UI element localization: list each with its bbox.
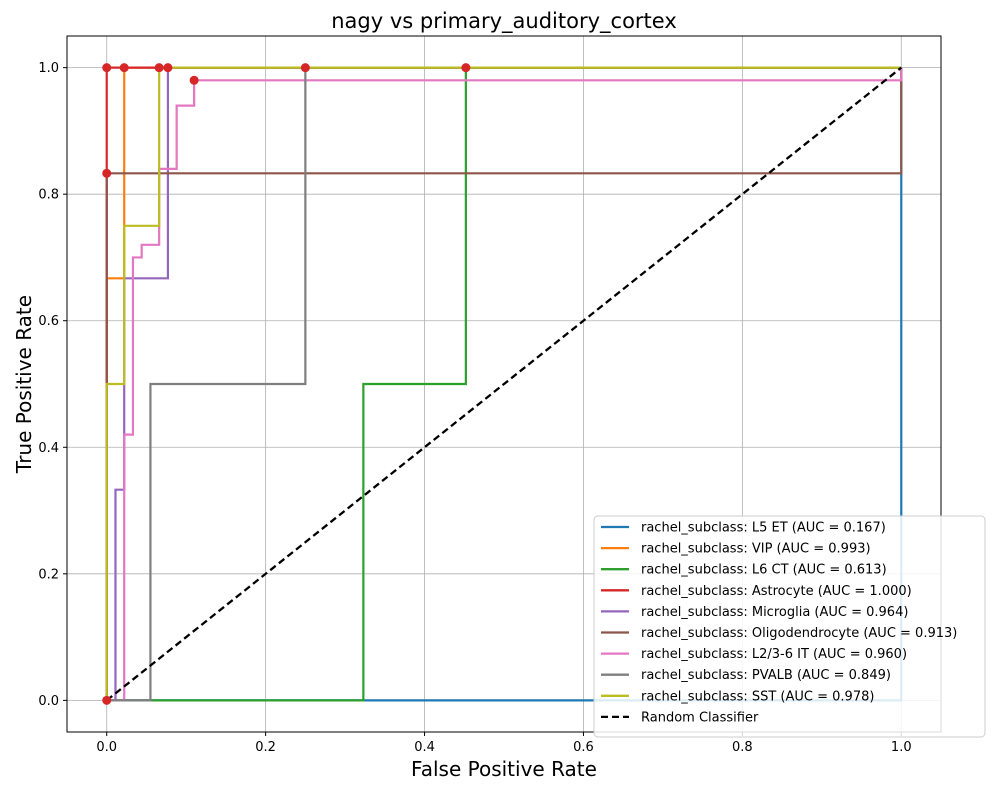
legend-entry: rachel_subclass: Astrocyte (AUC = 1.000): [641, 584, 912, 599]
y-tick-label: 0.4: [38, 441, 59, 456]
legend-entry: rachel_subclass: L5 ET (AUC = 0.167): [641, 521, 886, 536]
y-tick-label: 1.0: [38, 61, 59, 76]
threshold-marker: [102, 168, 112, 178]
chart-title: nagy vs primary_auditory_cortex: [331, 9, 677, 34]
x-tick-label: 1.0: [891, 740, 912, 755]
axis-ticks: 0.0 0.2 0.4 0.6 0.8 1.0 0.0 0.2 0.4 0.6 0.8 1.0: [38, 61, 911, 755]
x-tick-label: 0.2: [255, 740, 276, 755]
x-axis-label: False Positive Rate: [411, 757, 597, 781]
x-tick-label: 0.8: [732, 740, 753, 755]
threshold-marker: [154, 63, 164, 73]
legend-entry: rachel_subclass: SST (AUC = 0.978): [641, 689, 874, 704]
threshold-marker: [189, 75, 199, 85]
threshold-marker: [461, 63, 471, 73]
y-tick-label: 0.6: [38, 314, 59, 329]
legend-entry: rachel_subclass: L2/3-6 IT (AUC = 0.960): [641, 647, 907, 662]
legend-box: [593, 515, 986, 738]
y-tick-label: 0.8: [38, 188, 59, 203]
legend-entry: rachel_subclass: VIP (AUC = 0.993): [641, 542, 871, 557]
threshold-marker: [300, 63, 310, 73]
threshold-marker: [163, 63, 173, 73]
legend-entry: rachel_subclass: Oligodendrocyte (AUC = …: [641, 626, 957, 641]
threshold-marker: [102, 695, 112, 705]
series-line-9: [106, 66, 902, 702]
threshold-marker: [102, 63, 112, 73]
threshold-marker: [119, 63, 129, 73]
legend-entry: rachel_subclass: Microglia (AUC = 0.964): [641, 605, 908, 620]
y-tick-label: 0.0: [38, 694, 59, 709]
x-tick-label: 0.4: [414, 740, 435, 755]
x-tick-label: 0.0: [96, 740, 117, 755]
legend-entry: rachel_subclass: L6 CT (AUC = 0.613): [641, 563, 887, 578]
legend-entry: Random Classifier: [641, 710, 759, 725]
plot-frame: [66, 35, 942, 733]
x-tick-label: 0.6: [573, 740, 594, 755]
markers: [102, 63, 471, 705]
y-axis-label: True Positive Rate: [12, 295, 36, 474]
legend-entry: rachel_subclass: PVALB (AUC = 0.849): [641, 668, 891, 683]
y-tick-label: 0.2: [38, 567, 59, 582]
legend: rachel_subclass: L5 ET (AUC = 0.167) rach…: [593, 515, 986, 738]
series-line-6: [106, 67, 903, 702]
